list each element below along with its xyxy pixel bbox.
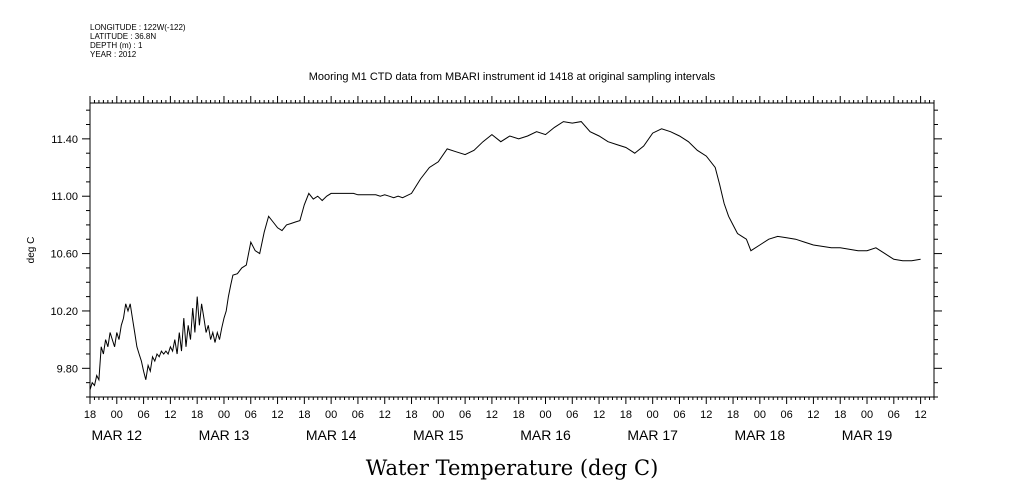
x-tick-label: 06 xyxy=(352,409,364,421)
x-tick-label: 06 xyxy=(245,409,257,421)
x-tick-label: 00 xyxy=(218,409,230,421)
day-label: MAR 16 xyxy=(520,427,571,443)
x-tick-label: 18 xyxy=(405,409,417,421)
x-tick-label: 06 xyxy=(566,409,578,421)
year-label: YEAR : 2012 xyxy=(90,50,137,59)
x-tick-label: 06 xyxy=(781,409,793,421)
x-tick-label: 18 xyxy=(298,409,310,421)
y-tick-label: 9.80 xyxy=(57,363,78,375)
x-tick-label: 12 xyxy=(914,409,926,421)
x-tick-label: 18 xyxy=(727,409,739,421)
x-tick-label: 06 xyxy=(459,409,471,421)
day-label: MAR 12 xyxy=(92,427,143,443)
day-label: MAR 13 xyxy=(199,427,250,443)
x-tick-label: 18 xyxy=(513,409,525,421)
y-axis-label: deg C xyxy=(26,237,37,264)
x-tick-label: 00 xyxy=(539,409,551,421)
plot-frame xyxy=(89,102,935,398)
day-label: MAR 14 xyxy=(306,427,357,443)
depth-label: DEPTH (m) : 1 xyxy=(90,41,143,50)
y-tick-label: 10.20 xyxy=(50,306,78,318)
latitude-label: LATITUDE : 36.8N xyxy=(90,32,156,41)
x-tick-label: 12 xyxy=(700,409,712,421)
y-tick-label: 10.60 xyxy=(50,249,78,261)
x-tick-label: 12 xyxy=(164,409,176,421)
x-tick-label: 06 xyxy=(888,409,900,421)
x-tick-label: 00 xyxy=(111,409,123,421)
y-tick-labels: 9.80 10.20 10.60 11.00 11.40 xyxy=(50,134,78,375)
x-tick-label: 18 xyxy=(620,409,632,421)
x-tick-label: 12 xyxy=(807,409,819,421)
x-tick-label: 06 xyxy=(673,409,685,421)
x-tick-label: 18 xyxy=(834,409,846,421)
x-tick-label: 00 xyxy=(861,409,873,421)
y-tick-label: 11.40 xyxy=(51,134,78,146)
day-label: MAR 15 xyxy=(413,427,464,443)
x-tick-label: 12 xyxy=(486,409,498,421)
day-labels: MAR 12 MAR 13 MAR 14 MAR 15 MAR 16 MAR 17 MAR … xyxy=(92,427,893,443)
day-label: MAR 18 xyxy=(735,427,786,443)
x-tick-label: 18 xyxy=(84,409,96,421)
series-line-water-temperature xyxy=(89,121,921,390)
tick-marks xyxy=(82,96,942,404)
x-tick-label: 00 xyxy=(432,409,444,421)
day-label: MAR 19 xyxy=(842,427,893,443)
x-tick-labels: 18 00 06 12 18 00 06 12 18 00 06 12 18 00 06 12 18 00 06 12… xyxy=(84,409,927,421)
x-tick-label: 12 xyxy=(271,409,283,421)
x-tick-label: 18 xyxy=(191,409,203,421)
x-tick-label: 00 xyxy=(754,409,766,421)
chart-title: Mooring M1 CTD data from MBARI instrumen… xyxy=(309,71,716,83)
day-label: MAR 17 xyxy=(627,427,678,443)
x-tick-label: 12 xyxy=(593,409,605,421)
x-tick-label: 00 xyxy=(647,409,659,421)
x-tick-label: 12 xyxy=(379,409,391,421)
x-tick-label: 00 xyxy=(325,409,337,421)
longitude-label: LONGITUDE : 122W(-122) xyxy=(90,23,186,32)
y-tick-label: 11.00 xyxy=(51,191,78,203)
x-tick-label: 06 xyxy=(137,409,149,421)
x-axis-label: Water Temperature (deg C) xyxy=(366,456,659,480)
